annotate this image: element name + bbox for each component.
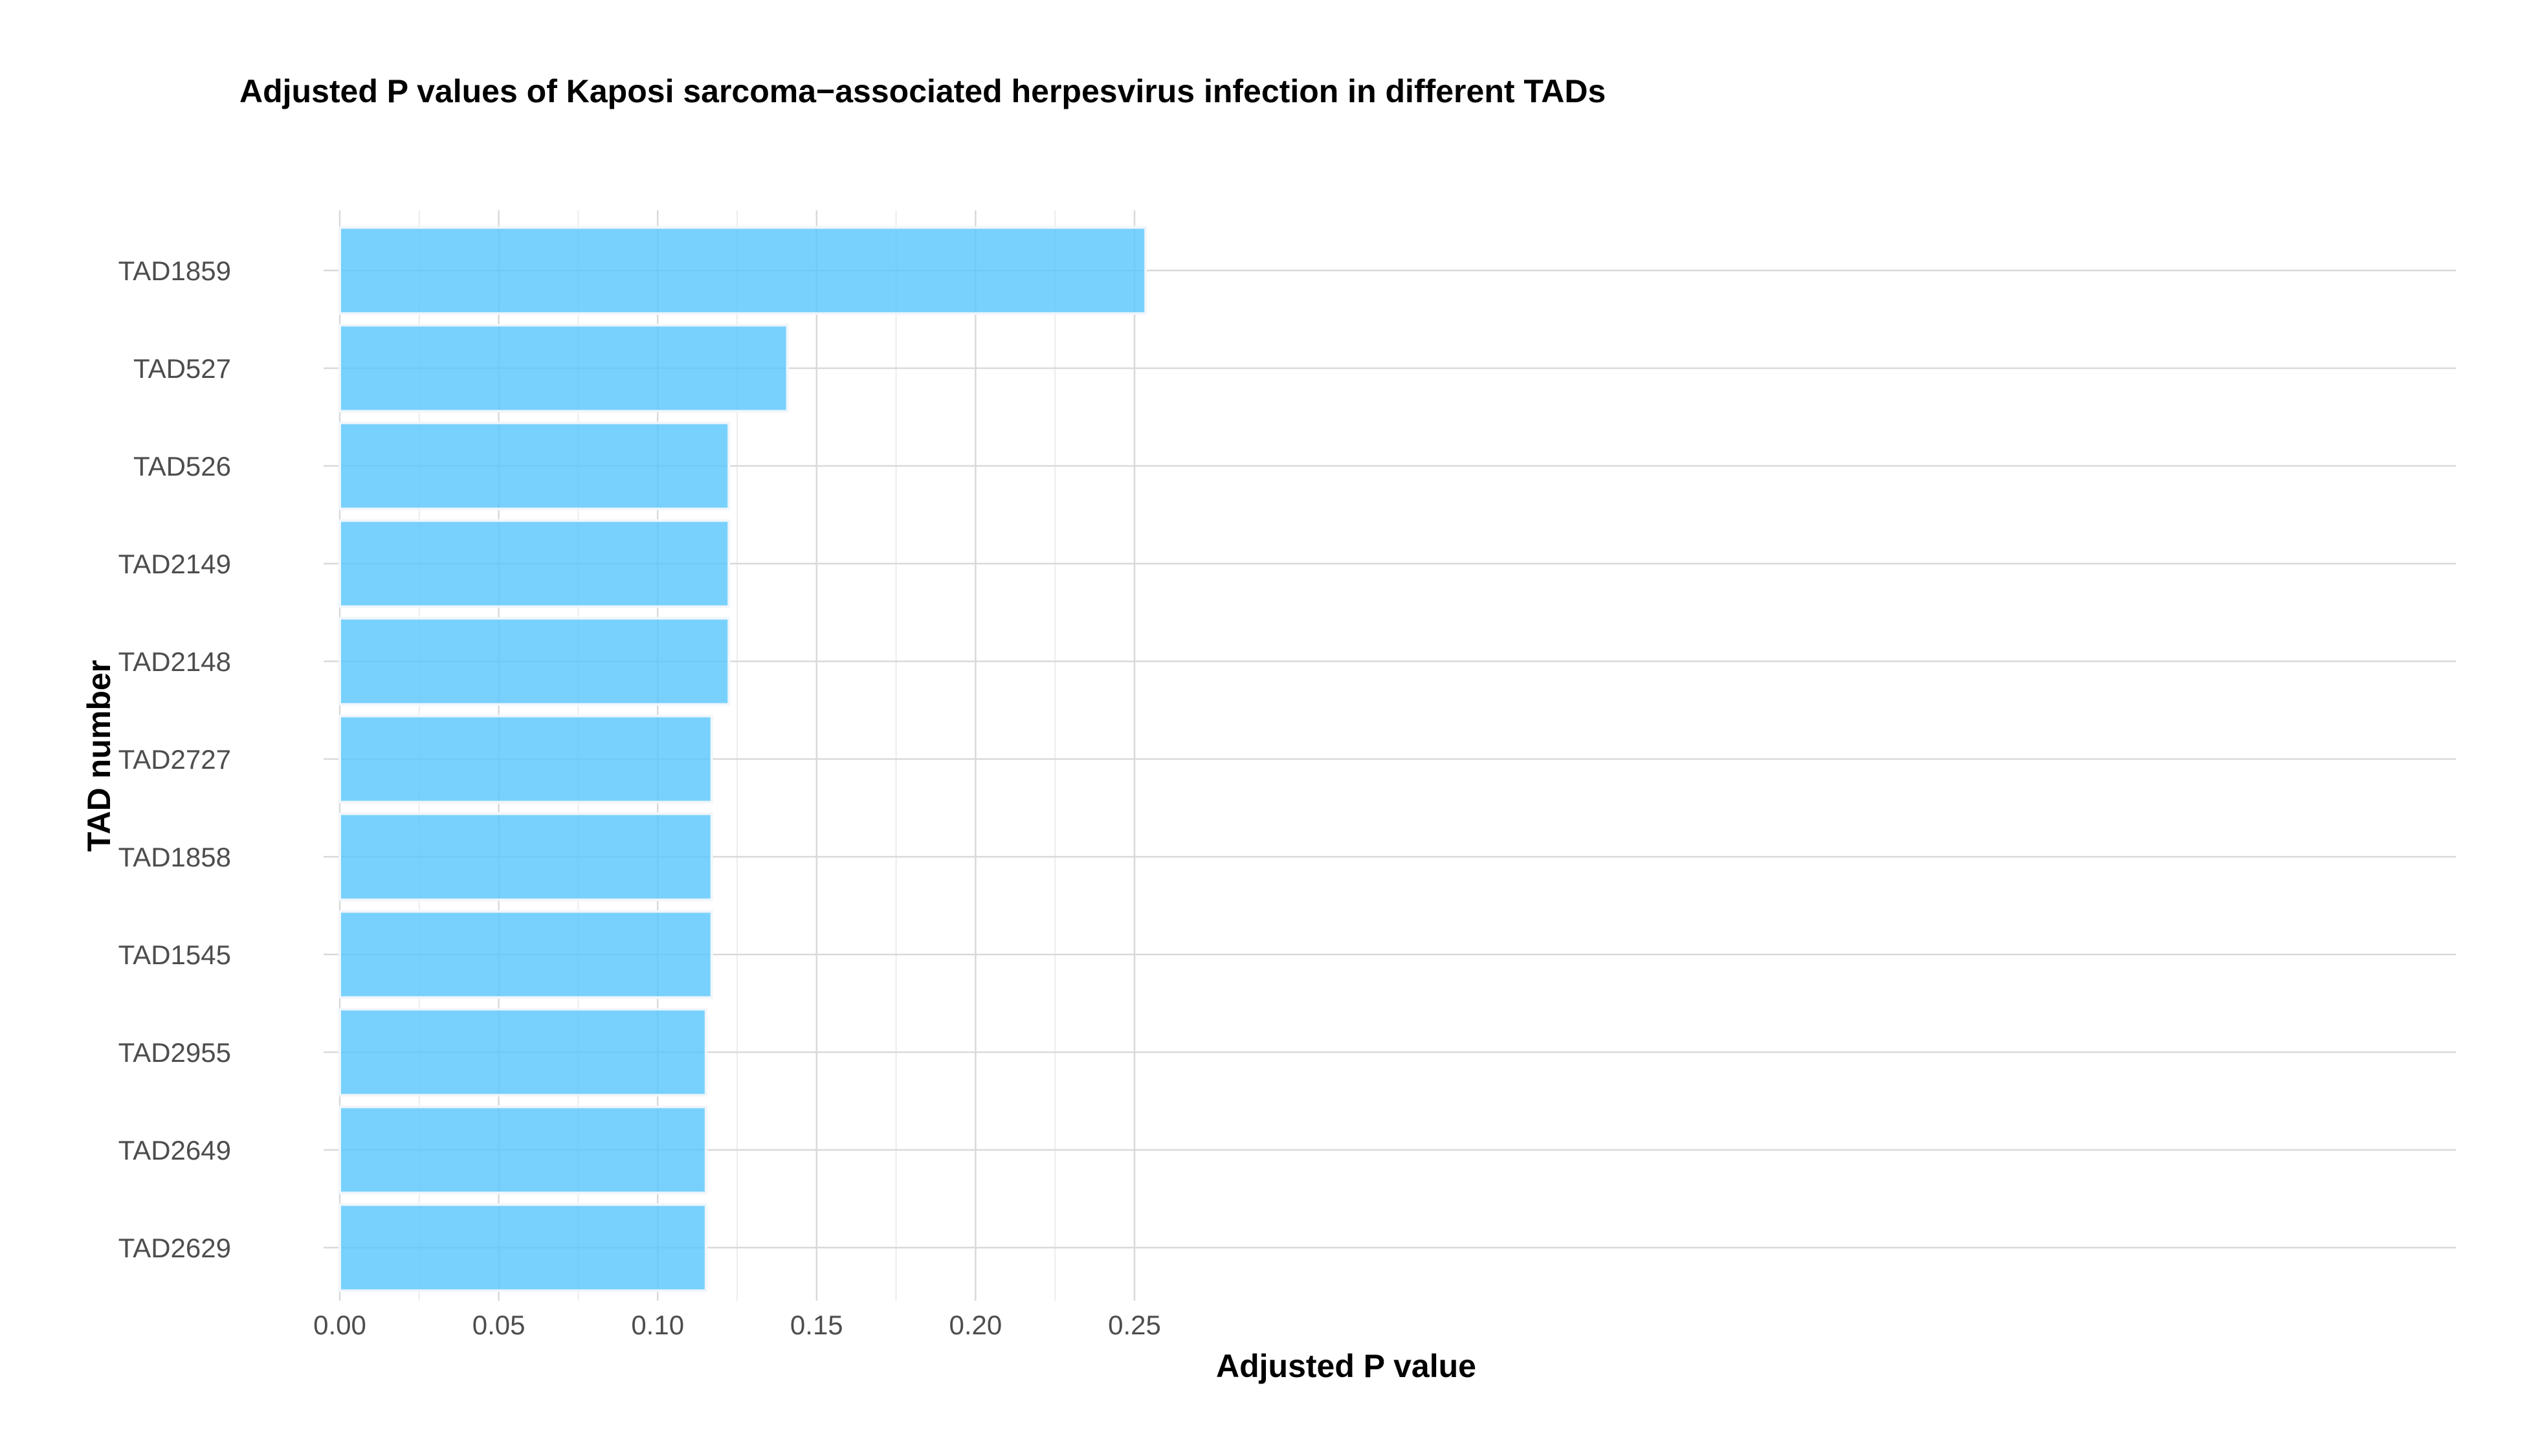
y-tick-label: TAD1545 (118, 940, 231, 970)
bar-tad2148 (338, 617, 731, 706)
bar-tad2955 (338, 1008, 707, 1097)
bar-tad2727 (338, 714, 713, 804)
y-tick-label: TAD527 (133, 353, 231, 384)
x-tick-label: 0.05 (472, 1310, 526, 1340)
x-axis-title: Adjusted P value (1216, 1348, 1476, 1384)
y-tick-label: TAD2649 (118, 1135, 231, 1165)
y-tick-labels: TAD1859 TAD527 TAD526 TAD2149 TAD2148 TAD2727… (118, 256, 231, 1263)
bar-tad1858 (338, 812, 713, 901)
y-tick-label: TAD2955 (118, 1037, 231, 1068)
y-tick-label: TAD2149 (118, 549, 231, 579)
y-axis-title: TAD number (81, 660, 117, 852)
y-tick-label: TAD2727 (118, 744, 231, 775)
y-tick-label: TAD2629 (118, 1233, 231, 1263)
chart-title: Adjusted P values of Kaposi sarcoma−asso… (239, 73, 1606, 109)
bar-tad527 (338, 324, 789, 413)
x-tick-label: 0.15 (790, 1310, 843, 1340)
bar-tad2149 (338, 519, 731, 608)
bar-tad1545 (338, 910, 713, 999)
bar-tad2629 (338, 1203, 707, 1292)
x-tick-labels: 0.00 0.05 0.10 0.15 0.20 0.25 (313, 1310, 1161, 1340)
y-tick-label: TAD526 (133, 451, 231, 481)
x-tick-label: 0.25 (1108, 1310, 1161, 1340)
x-tick-label: 0.00 (313, 1310, 366, 1340)
x-tick-label: 0.20 (949, 1310, 1002, 1340)
bar-layer (338, 226, 1147, 1292)
bar-tad526 (338, 421, 731, 511)
bar-tad1859 (338, 226, 1147, 315)
bar-tad2649 (338, 1105, 707, 1195)
y-tick-label: TAD1858 (118, 842, 231, 872)
y-tick-label: TAD1859 (118, 256, 231, 286)
y-tick-label: TAD2148 (118, 646, 231, 677)
x-tick-label: 0.10 (631, 1310, 684, 1340)
